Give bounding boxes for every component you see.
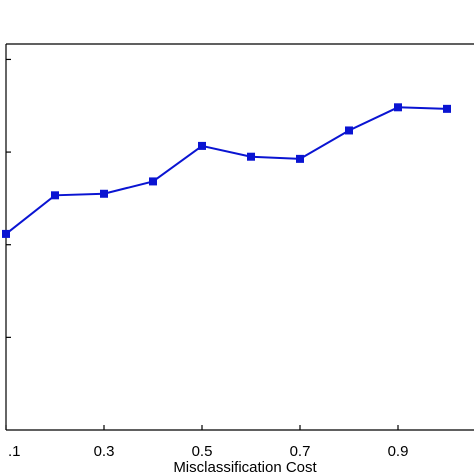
x-ticks: .1 0.3 0.5 0.7 0.9 (5, 425, 409, 460)
x-tick-label: 0.5 (192, 443, 213, 460)
x-tick-label: .1 (8, 443, 21, 460)
x-axis-label: Misclassification Cost (173, 459, 317, 474)
data-point-marker (345, 126, 353, 135)
data-point-marker (443, 104, 451, 113)
plot-area (6, 44, 474, 430)
data-point-marker (149, 177, 157, 186)
data-point-marker (296, 154, 304, 163)
x-tick-label: 0.9 (388, 443, 409, 460)
series-line (5, 106, 448, 235)
data-point-marker (2, 229, 10, 238)
x-tick-label: 0.7 (290, 443, 311, 460)
series-layer (2, 103, 451, 238)
data-point-marker (51, 191, 59, 200)
data-point-marker (247, 152, 255, 161)
data-point-marker (198, 141, 206, 150)
x-tick-label: 0.3 (94, 443, 115, 460)
data-point-marker (394, 103, 402, 112)
y-ticks (6, 58, 11, 338)
data-point-marker (100, 189, 108, 198)
